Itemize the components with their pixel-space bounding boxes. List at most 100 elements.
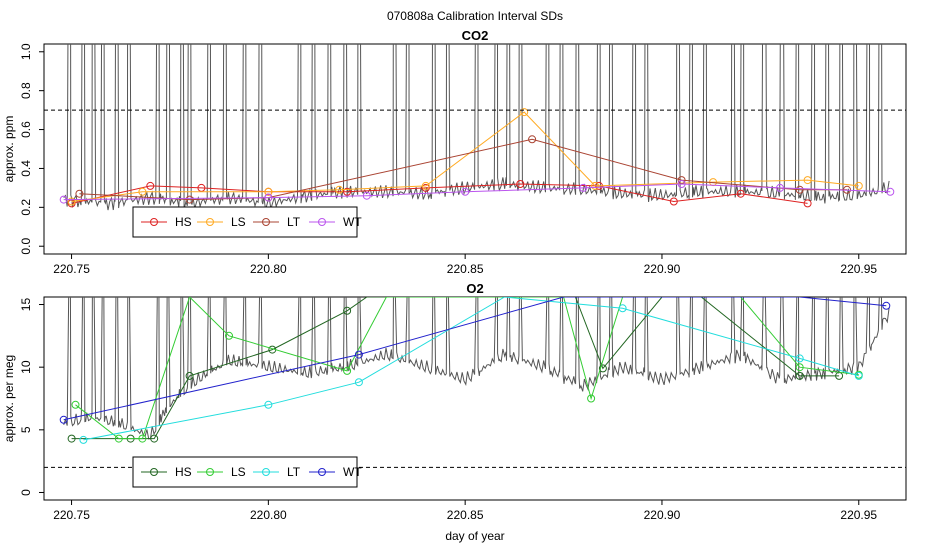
y-tick-label: 0.2 <box>19 199 33 216</box>
raw-trace-line <box>63 44 890 211</box>
series-hs-point <box>516 180 525 188</box>
series-lt-point <box>264 400 273 409</box>
series-ls-point <box>520 108 529 117</box>
y-tick-label: 0.0 <box>19 238 33 255</box>
series-ls-point <box>587 394 596 403</box>
legend-marker <box>206 218 214 226</box>
legend-marker <box>150 468 158 476</box>
series-wt-point <box>59 415 68 424</box>
page-title: 070808a Calibration Interval SDs <box>387 9 563 23</box>
legend-marker <box>206 468 214 476</box>
y-axis-label: approx. ppm <box>2 116 16 183</box>
legend-label: LT <box>287 465 301 479</box>
x-tick-label: 220.95 <box>840 262 877 276</box>
series-hs-point <box>185 371 194 380</box>
series-hs-point <box>421 183 430 192</box>
legend-marker <box>150 218 158 226</box>
series-wt-point <box>59 195 68 204</box>
series-lt-point <box>795 354 804 363</box>
y-tick-label: 0.8 <box>19 82 33 99</box>
series-ls-point <box>67 197 76 206</box>
series-ls-line <box>71 111 859 202</box>
series-hs-point <box>669 197 678 206</box>
series-lt-point <box>354 378 363 387</box>
legend-label: LS <box>231 465 246 479</box>
series-ls-point <box>138 187 147 196</box>
series-lt-point <box>528 135 537 144</box>
co2-panel: CO2 0.0 0.2 0.4 0.6 0.8 1.0 220.75 220.80 220.85 2… <box>2 28 907 276</box>
series-lt-line <box>79 138 847 201</box>
series-wt-point <box>882 301 891 310</box>
series-wt-point <box>677 180 686 188</box>
series-wt-point <box>354 350 363 359</box>
series-hs-point <box>795 371 804 380</box>
series-wt-point <box>264 193 273 202</box>
series-hs-line <box>71 297 840 440</box>
series-wt-line <box>63 183 891 201</box>
series-ls-point <box>803 176 812 185</box>
series-lt-point <box>185 195 194 204</box>
x-tick-label: 220.95 <box>840 508 877 522</box>
series-wt-point <box>362 191 371 200</box>
series-hs-line <box>71 183 808 204</box>
series-hs-point <box>150 434 159 443</box>
y-axis-label: approx. per meg <box>2 355 16 442</box>
legend-label: WT <box>343 465 362 479</box>
series-lt-point <box>79 435 88 444</box>
series-lt-line <box>83 297 859 441</box>
legend: HS LS LT WT <box>132 206 362 238</box>
series-ls-point <box>421 181 430 190</box>
panel-title: CO2 <box>462 28 489 43</box>
series-wt-point <box>886 187 895 196</box>
series-wt-line <box>63 297 887 421</box>
y-tick-label: 0 <box>19 489 33 496</box>
series-hs-point <box>736 189 745 198</box>
series-ls-point <box>264 187 273 196</box>
x-tick-label: 220.80 <box>250 508 287 522</box>
x-axis-label: day of year <box>445 529 504 543</box>
series-lt-point <box>618 304 627 313</box>
x-tick-label: 220.85 <box>447 508 484 522</box>
series-wt-point <box>579 183 588 192</box>
series-wt-point <box>776 183 784 192</box>
series-ls-point <box>225 331 233 340</box>
series-hs-point <box>803 199 812 208</box>
legend-label: LS <box>231 215 246 229</box>
x-tick-label: 220.75 <box>53 262 90 276</box>
x-tick-label: 220.85 <box>447 262 484 276</box>
legend-marker <box>318 218 326 226</box>
series-hs-point <box>67 434 76 443</box>
series-ls-point <box>114 434 123 443</box>
series-lt-point <box>795 185 804 194</box>
legend-label: HS <box>175 465 192 479</box>
series-ls-point <box>343 366 352 375</box>
series-hs-point <box>343 187 352 196</box>
series-hs-point <box>598 364 607 373</box>
series-ls-point <box>71 400 80 409</box>
y-tick-label: 10 <box>19 360 33 374</box>
series-ls-point <box>138 434 147 443</box>
series-ls-point <box>854 181 863 190</box>
y-tick-label: 1.0 <box>19 43 33 60</box>
series-ls-point <box>795 363 804 372</box>
raw-trace-line <box>63 297 890 440</box>
legend: HS LS LT WT <box>132 456 362 488</box>
series-wt-point <box>461 187 470 196</box>
panel-title: O2 <box>466 281 483 296</box>
x-tick-label: 220.90 <box>644 262 681 276</box>
x-tick-label: 220.90 <box>644 508 681 522</box>
o2-panel: O2 0 5 10 15 220.75 220.80 220.85 220.90 220.95 ap… <box>2 281 907 522</box>
series-lt-point <box>854 371 863 380</box>
series-lt-point <box>75 189 84 198</box>
series-ls-point <box>335 185 344 194</box>
x-tick-label: 220.80 <box>250 262 287 276</box>
series-ls-line <box>75 297 859 440</box>
y-tick-label: 0.6 <box>19 121 33 138</box>
y-tick-label: 0.4 <box>19 160 33 177</box>
y-tick-label: 15 <box>19 298 33 312</box>
legend-marker <box>318 468 326 476</box>
x-tick-label: 220.75 <box>53 508 90 522</box>
y-tick-label: 5 <box>19 426 33 433</box>
series-ls-point <box>591 181 600 190</box>
